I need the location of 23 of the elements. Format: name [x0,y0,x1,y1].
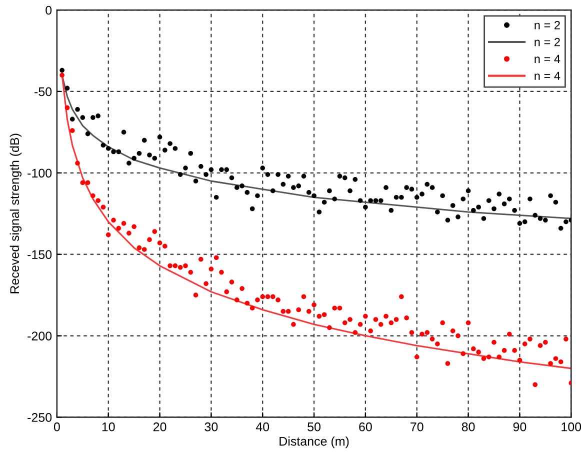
x-tick-label: 0 [54,422,60,432]
y-tick-label: -200 [28,332,52,340]
y-tick-label: -100 [28,168,52,178]
y-tick-label: 0 [46,6,52,15]
x-tick-label: 10 [102,422,115,432]
x-tick-label: 30 [204,422,218,432]
y-tick-label: -150 [28,250,52,260]
y-tick-label: -250 [28,413,52,422]
x-tick-label: 70 [410,422,424,432]
x-axis-title: Distance (m) [280,436,349,448]
x-tick-label: 100 [562,422,581,432]
y-tick-label: -50 [34,87,52,96]
legend-label: n = 4 [534,72,560,80]
legend-label: n = 2 [534,38,560,46]
legend-label: n = 2 [534,20,560,30]
x-tick-label: 20 [153,422,166,432]
x-tick-label: 90 [513,422,526,432]
x-tick-label: 80 [462,422,475,432]
y-axis-title: Receved signal strength (dB) [10,134,22,294]
legend-label: n = 4 [534,54,560,64]
x-tick-label: 40 [256,422,270,432]
x-tick-label: 60 [359,422,372,432]
x-tick-label: 50 [308,422,320,432]
